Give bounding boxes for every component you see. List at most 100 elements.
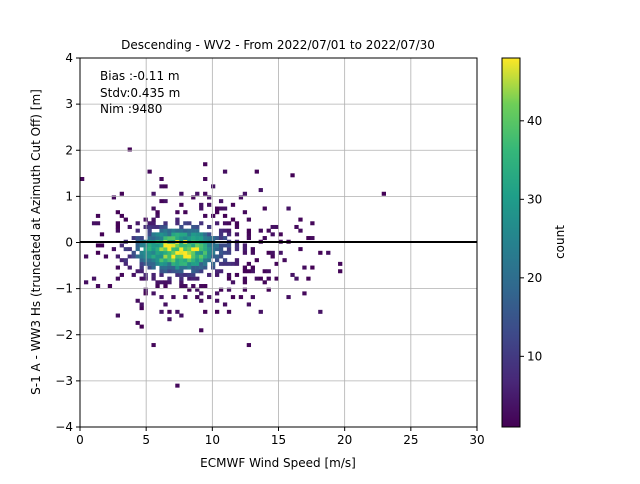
heatmap-cell <box>199 254 204 259</box>
heatmap-cell <box>270 250 275 255</box>
heatmap-cell <box>199 261 204 266</box>
heatmap-cell <box>203 254 208 259</box>
heatmap-cell <box>191 261 196 266</box>
heatmap-cell <box>159 280 164 285</box>
heatmap-cell <box>99 232 105 237</box>
bias-annotation: Bias :-0.11 m <box>100 69 180 83</box>
heatmap-cell <box>338 269 343 274</box>
heatmap-cell <box>222 258 228 263</box>
heatmap-cell <box>151 236 156 241</box>
heatmap-cell <box>147 265 152 270</box>
y-tick-label: −2 <box>55 328 73 342</box>
heatmap-cell <box>139 243 144 248</box>
heatmap-cell <box>278 250 283 255</box>
heatmap-cell <box>155 213 160 218</box>
x-tick-label: 0 <box>76 433 84 447</box>
colorbar-tick-label: 30 <box>527 192 542 206</box>
heatmap-cell <box>246 269 252 274</box>
heatmap-cell <box>131 272 136 277</box>
heatmap-cell <box>135 247 140 252</box>
heatmap-cell <box>155 236 160 241</box>
heatmap-cells <box>80 147 386 388</box>
heatmap-cell <box>163 261 168 266</box>
heatmap-cell <box>151 276 156 281</box>
heatmap-cell <box>187 261 192 266</box>
heatmap-cell <box>119 213 124 218</box>
heatmap-cell <box>266 269 271 274</box>
heatmap-cell <box>274 276 279 281</box>
heatmap-cell <box>226 221 232 226</box>
heatmap-cell <box>195 236 200 241</box>
y-tick-label: −4 <box>55 420 73 434</box>
heatmap-cell <box>159 184 164 189</box>
heatmap-cell <box>151 254 156 259</box>
heatmap-cell <box>159 254 164 259</box>
heatmap-cell <box>207 258 212 263</box>
heatmap-cell <box>167 243 172 248</box>
heatmap-cell <box>270 232 275 237</box>
heatmap-cell <box>151 232 156 237</box>
heatmap-cell <box>115 254 120 259</box>
heatmap-cell <box>250 295 255 300</box>
heatmap-cell <box>306 276 311 281</box>
heatmap-cell <box>179 247 184 252</box>
heatmap-cell <box>258 309 263 314</box>
heatmap-cell <box>175 254 180 259</box>
heatmap-cell <box>179 258 184 263</box>
heatmap-cell <box>163 184 168 189</box>
heatmap-cell <box>302 265 307 270</box>
heatmap-cell <box>163 269 168 274</box>
heatmap-cell <box>262 206 267 211</box>
heatmap-cell <box>147 261 152 266</box>
heatmap-cell <box>246 232 252 237</box>
heatmap-cell <box>207 272 212 277</box>
heatmap-cell <box>262 269 267 274</box>
heatmap-cell <box>179 202 184 207</box>
heatmap-cell <box>226 276 232 281</box>
y-axis-label: S-1 A - WW3 Hs (truncated at Azimuth Cut… <box>29 89 43 395</box>
heatmap-cell <box>175 210 180 215</box>
heatmap-cell <box>199 291 204 296</box>
heatmap-cell <box>151 258 156 263</box>
heatmap-cell <box>147 243 152 248</box>
heatmap-cell <box>175 232 180 237</box>
heatmap-cell <box>338 261 343 266</box>
heatmap-cell <box>163 247 168 252</box>
heatmap-cell <box>211 184 216 189</box>
heatmap-cell <box>143 258 148 263</box>
heatmap-cell <box>214 309 220 314</box>
heatmap-cell <box>195 247 200 252</box>
heatmap-cell <box>270 224 275 229</box>
heatmap-cell <box>115 221 120 226</box>
heatmap-cell <box>171 228 176 233</box>
heatmap-cell <box>191 236 196 241</box>
heatmap-cell <box>171 250 176 255</box>
heatmap-cell <box>199 202 204 207</box>
heatmap-cell <box>306 236 311 241</box>
x-axis-label: ECMWF Wind Speed [m/s] <box>200 456 356 470</box>
heatmap-cell <box>191 272 196 277</box>
heatmap-cell <box>222 206 228 211</box>
heatmap-cell <box>250 269 255 274</box>
heatmap-cell <box>167 250 172 255</box>
y-tick-label: 2 <box>65 143 73 157</box>
heatmap-cell <box>139 265 144 270</box>
heatmap-cell <box>199 206 204 211</box>
heatmap-cell <box>191 247 196 252</box>
heatmap-cell <box>203 247 208 252</box>
heatmap-cell <box>163 258 168 263</box>
heatmap-cell <box>155 224 160 229</box>
heatmap-cell <box>143 250 148 255</box>
heatmap-cell <box>159 243 164 248</box>
heatmap-cell <box>183 236 188 241</box>
heatmap-cell <box>214 291 220 296</box>
heatmap-cell <box>199 284 204 289</box>
x-tick-label: 25 <box>403 433 418 447</box>
heatmap-cell <box>175 247 180 252</box>
heatmap-cell <box>135 236 140 241</box>
heatmap-cell <box>99 243 105 248</box>
heatmap-cell <box>163 302 168 307</box>
heatmap-cell <box>195 261 200 266</box>
heatmap-cell <box>187 276 192 281</box>
heatmap-cell <box>203 191 208 196</box>
